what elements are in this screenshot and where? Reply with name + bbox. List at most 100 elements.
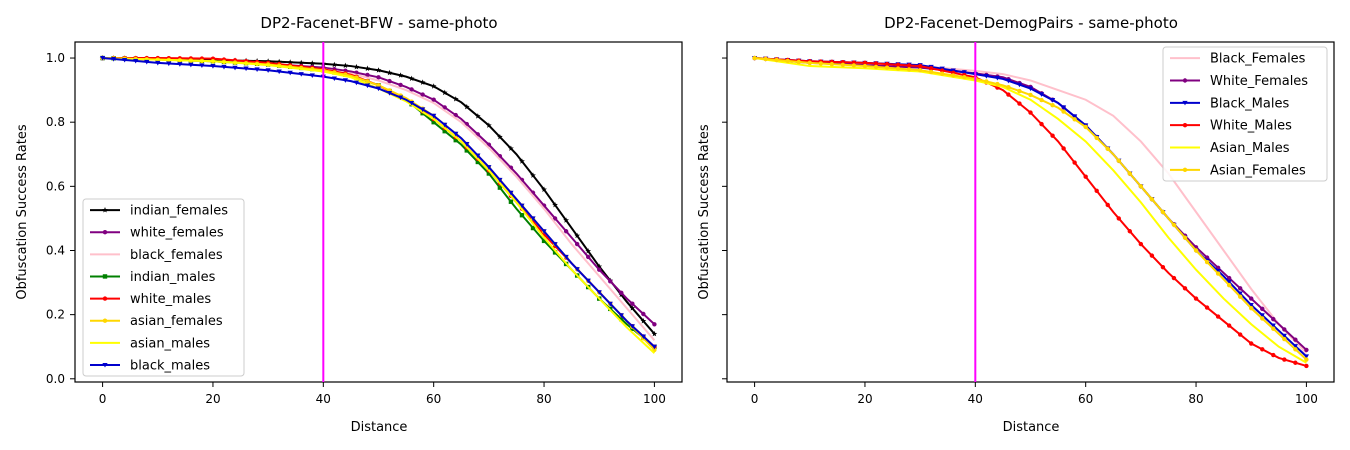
plot-frame xyxy=(74,41,683,383)
series-marker-Black_Males xyxy=(1215,269,1221,274)
series-marker-indian_females xyxy=(419,79,426,85)
y-tick-label: 0.0 xyxy=(46,372,65,386)
series-marker-indian_males xyxy=(519,213,525,218)
series-marker-Asian_Females xyxy=(940,71,945,76)
series-marker-Asian_Females xyxy=(1282,336,1287,342)
series-marker-black_males xyxy=(298,72,304,77)
series-marker-black_males xyxy=(155,60,161,66)
legend-label: White_Males xyxy=(1210,119,1292,134)
series-marker-Black_Males xyxy=(961,70,967,75)
series-marker-indian_females xyxy=(585,248,592,254)
series-marker-white_females xyxy=(431,97,436,102)
series-marker-black_males xyxy=(464,142,470,147)
legend-box xyxy=(82,198,245,377)
series-marker-black_males xyxy=(541,229,547,234)
series-marker-indian_males xyxy=(541,238,547,244)
x-axis-label: Distance xyxy=(1003,420,1060,435)
series-marker-Black_Males xyxy=(1303,354,1310,359)
series-marker-black_males xyxy=(287,70,293,76)
series-marker-white_females xyxy=(641,311,646,317)
series-marker-white_females xyxy=(409,87,414,92)
series-marker-black_males xyxy=(475,153,481,159)
series-marker-indian_females xyxy=(375,67,382,73)
series-marker-Asian_Females xyxy=(1193,248,1199,253)
series-marker-Asian_Females xyxy=(895,66,901,71)
series-marker-black_males xyxy=(99,56,106,61)
x-axis-label: Distance xyxy=(351,420,408,435)
series-marker-White_Males xyxy=(1105,202,1110,208)
series-marker-black_males xyxy=(265,68,271,73)
series-marker-indian_females xyxy=(276,58,283,65)
legend-marker-Asian_Females xyxy=(1182,167,1188,173)
legend-label: Asian_Females xyxy=(1210,163,1306,178)
series-marker-Black_Males xyxy=(1259,313,1265,318)
series-marker-white_females xyxy=(398,82,403,88)
legend-label: asian_males xyxy=(130,336,210,351)
series-marker-black_males xyxy=(497,177,503,183)
legend-label: indian_females xyxy=(130,204,228,219)
x-tick-label: 60 xyxy=(426,392,441,406)
series-marker-white_females xyxy=(563,229,569,234)
series-marker-indian_females xyxy=(353,63,360,70)
x-tick-label: 0 xyxy=(751,392,759,406)
series-marker-indian_females xyxy=(397,72,404,78)
series-marker-White_Males xyxy=(1293,360,1298,365)
series-marker-white_females xyxy=(442,105,447,110)
series-marker-Asian_Females xyxy=(1149,196,1155,202)
series-marker-White_Males xyxy=(906,63,912,68)
series-marker-Asian_Females xyxy=(1116,158,1121,163)
series-marker-White_Males xyxy=(1050,133,1055,138)
series-marker-black_males xyxy=(386,91,393,96)
legend-label: Black_Males xyxy=(1210,96,1289,111)
series-marker-white_females xyxy=(630,301,635,306)
series-marker-Asian_Females xyxy=(763,56,768,62)
series-marker-white_females xyxy=(420,92,425,97)
series-marker-Asian_Females xyxy=(1271,326,1276,331)
series-marker-indian_males xyxy=(619,316,624,322)
series-marker-Asian_Females xyxy=(995,81,1000,87)
series-marker-indian_males xyxy=(508,199,514,204)
legend-marker-indian_males xyxy=(102,274,108,279)
legend-box xyxy=(1162,46,1328,182)
series-marker-White_Males xyxy=(1138,241,1144,247)
series-marker-Asian_Females xyxy=(1105,146,1110,152)
series-marker-Asian_Females xyxy=(1171,222,1177,228)
series-marker-Black_Males xyxy=(1072,114,1078,120)
series-marker-indian_males xyxy=(497,185,503,190)
series-marker-Asian_Females xyxy=(1204,259,1210,265)
series-marker-Black_Males xyxy=(994,75,1000,81)
series-marker-White_Females xyxy=(1226,275,1232,281)
series-marker-Asian_Females xyxy=(1017,88,1022,94)
series-marker-White_Females xyxy=(1260,306,1265,312)
series-marker-White_Males xyxy=(884,61,890,67)
series-line-asian_males xyxy=(102,57,656,354)
series-marker-White_Males xyxy=(1260,347,1265,352)
series-marker-Asian_Females xyxy=(1260,316,1265,321)
series-marker-asian_females xyxy=(376,83,381,88)
legend-marker-black_males xyxy=(102,362,108,368)
series-marker-black_males xyxy=(221,64,227,70)
legend-marker-Black_Males xyxy=(1182,100,1188,106)
series-marker-black_males xyxy=(276,69,282,75)
legend-marker-White_Females xyxy=(1182,78,1188,83)
series-marker-black_males xyxy=(199,63,205,69)
series-marker-black_males xyxy=(210,64,216,69)
series-marker-white_females xyxy=(552,216,558,221)
series-marker-indian_females xyxy=(497,133,503,140)
legend-label: black_females xyxy=(130,248,223,263)
series-marker-White_Females xyxy=(1249,296,1254,301)
series-marker-black_males xyxy=(442,122,448,128)
series-marker-white_females xyxy=(652,322,657,327)
series-marker-Black_Males xyxy=(1237,291,1243,297)
series-marker-black_males xyxy=(166,61,172,67)
legend-label: Asian_Males xyxy=(1210,141,1290,156)
series-marker-white_females xyxy=(574,241,580,247)
series-marker-White_Males xyxy=(1149,253,1155,258)
series-marker-White_Females xyxy=(1282,327,1287,332)
series-marker-White_Males xyxy=(1304,363,1309,369)
series-marker-White_Males xyxy=(1072,160,1077,165)
series-marker-indian_females xyxy=(629,305,636,311)
series-marker-Asian_Females xyxy=(884,65,890,70)
series-marker-white_females xyxy=(608,279,613,284)
series-marker-indian_males xyxy=(552,250,558,255)
